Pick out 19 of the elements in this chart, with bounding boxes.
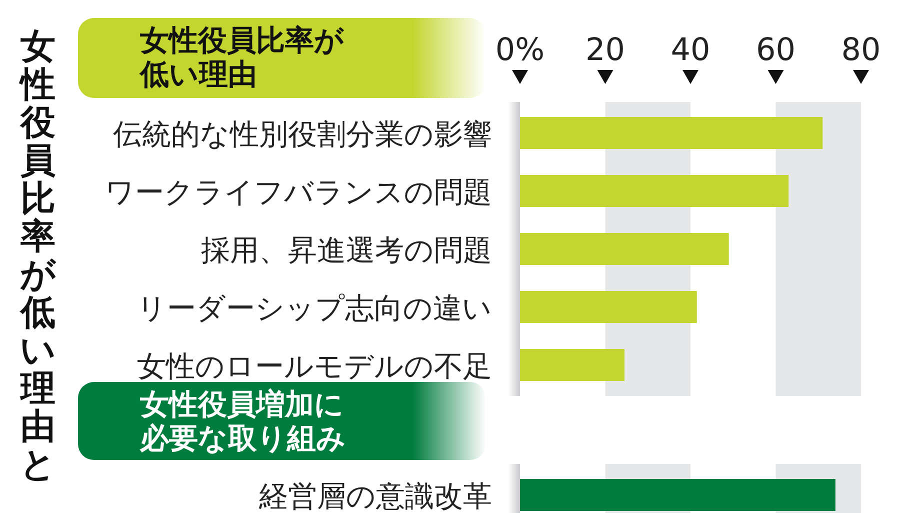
x-tick-label: 0% — [495, 32, 545, 68]
y-tick-label: 伝統的な性別役割分業の影響 — [113, 117, 492, 151]
x-tick-label: 60 — [756, 32, 796, 68]
y-tick-label: 女性のロールモデルの不足 — [137, 349, 492, 383]
y-tick-label: 経営層の意識改革 — [258, 479, 492, 513]
y-tick-label: ワークライフバランスの問題 — [105, 175, 492, 209]
bar — [520, 233, 729, 265]
y-tick-label: 採用、昇進選考の問題 — [201, 233, 492, 267]
bar — [520, 291, 697, 323]
bar — [520, 349, 624, 381]
y-tick-label: リーダーシップ志向の違い — [137, 291, 492, 325]
x-tick-label: 40 — [670, 32, 710, 68]
text: 女性役員比率が低い理由 — [139, 23, 345, 91]
x-tick-label: 80 — [841, 32, 881, 68]
bar — [520, 175, 789, 207]
text: 女性役員比率が低い理由と — [20, 27, 56, 485]
text: 女性役員増加に必要な取り組み — [139, 387, 346, 455]
bar — [520, 117, 823, 149]
x-tick-label: 20 — [586, 32, 625, 68]
